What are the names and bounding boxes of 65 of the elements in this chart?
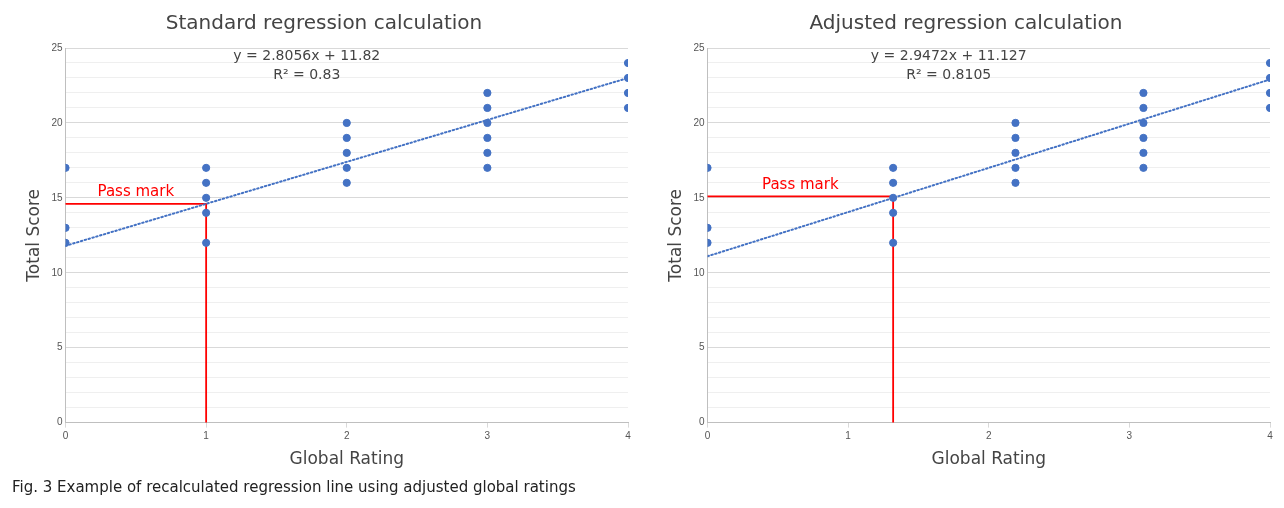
annotation: Pass mark <box>762 174 839 193</box>
x-tick-label: 4 <box>1267 430 1274 442</box>
x-axis-title: Global Rating <box>931 448 1046 469</box>
point <box>1011 118 1020 128</box>
caption: Fig. 3 Example of recalculated regression line using adjusted global ratings <box>12 478 576 496</box>
y-tick-label: 5 <box>698 341 705 353</box>
y-tick-label: 10 <box>51 266 63 278</box>
point <box>202 178 211 187</box>
y-tick-label: 10 <box>693 266 705 278</box>
point <box>342 133 351 142</box>
point <box>1011 133 1020 142</box>
point <box>483 133 492 142</box>
point <box>1139 88 1148 98</box>
point <box>1011 178 1020 187</box>
x-tick-label: 1 <box>845 430 852 442</box>
y-tick-label: 5 <box>56 341 63 353</box>
point <box>202 238 211 247</box>
point <box>202 163 211 172</box>
point <box>483 88 492 98</box>
point <box>1011 148 1020 157</box>
point <box>483 103 492 113</box>
y-tick-label: 20 <box>693 116 705 128</box>
y-tick-label: 20 <box>51 116 63 128</box>
point <box>1139 118 1148 128</box>
chart-title: Adjusted regression calculation <box>809 10 1123 35</box>
point <box>342 178 351 187</box>
point <box>889 193 898 202</box>
y-tick-label: 0 <box>56 416 63 428</box>
annotation: R² = 0.8105 <box>906 65 992 82</box>
y-tick-label: 15 <box>693 191 705 203</box>
point <box>889 238 898 247</box>
point <box>202 193 211 202</box>
annotation: y = 2.9472x + 11.127 <box>870 46 1027 63</box>
chart-title: Standard regression calculation <box>165 10 483 35</box>
y-axis-title: Total Score <box>664 188 685 283</box>
point <box>1139 103 1148 113</box>
x-tick-label: 2 <box>343 430 350 442</box>
point <box>342 118 351 128</box>
x-tick-label: 4 <box>625 430 632 442</box>
x-axis-title: Global Rating <box>289 448 404 469</box>
point <box>889 163 898 172</box>
y-tick-label: 0 <box>698 416 705 428</box>
point <box>1011 163 1020 172</box>
point <box>202 208 211 217</box>
point <box>342 148 351 157</box>
annotation: Pass mark <box>97 182 175 201</box>
point <box>342 163 351 172</box>
x-tick-label: 3 <box>1126 430 1133 442</box>
y-axis-title: Total Score <box>22 188 43 283</box>
y-tick-label: 25 <box>51 41 63 53</box>
point <box>889 178 898 187</box>
point <box>1139 133 1148 142</box>
annotation: y = 2.8056x + 11.82 <box>233 46 381 63</box>
point <box>483 118 492 128</box>
y-tick-label: 15 <box>51 191 63 203</box>
y-tick-label: 25 <box>693 41 705 53</box>
x-tick-label: 2 <box>985 430 992 442</box>
point <box>483 148 492 157</box>
point <box>1139 163 1148 172</box>
point <box>483 163 492 172</box>
annotation: R² = 0.83 <box>273 65 341 82</box>
x-tick-label: 3 <box>484 430 491 442</box>
point <box>1139 148 1148 157</box>
point <box>889 208 898 217</box>
x-tick-label: 1 <box>203 430 210 442</box>
